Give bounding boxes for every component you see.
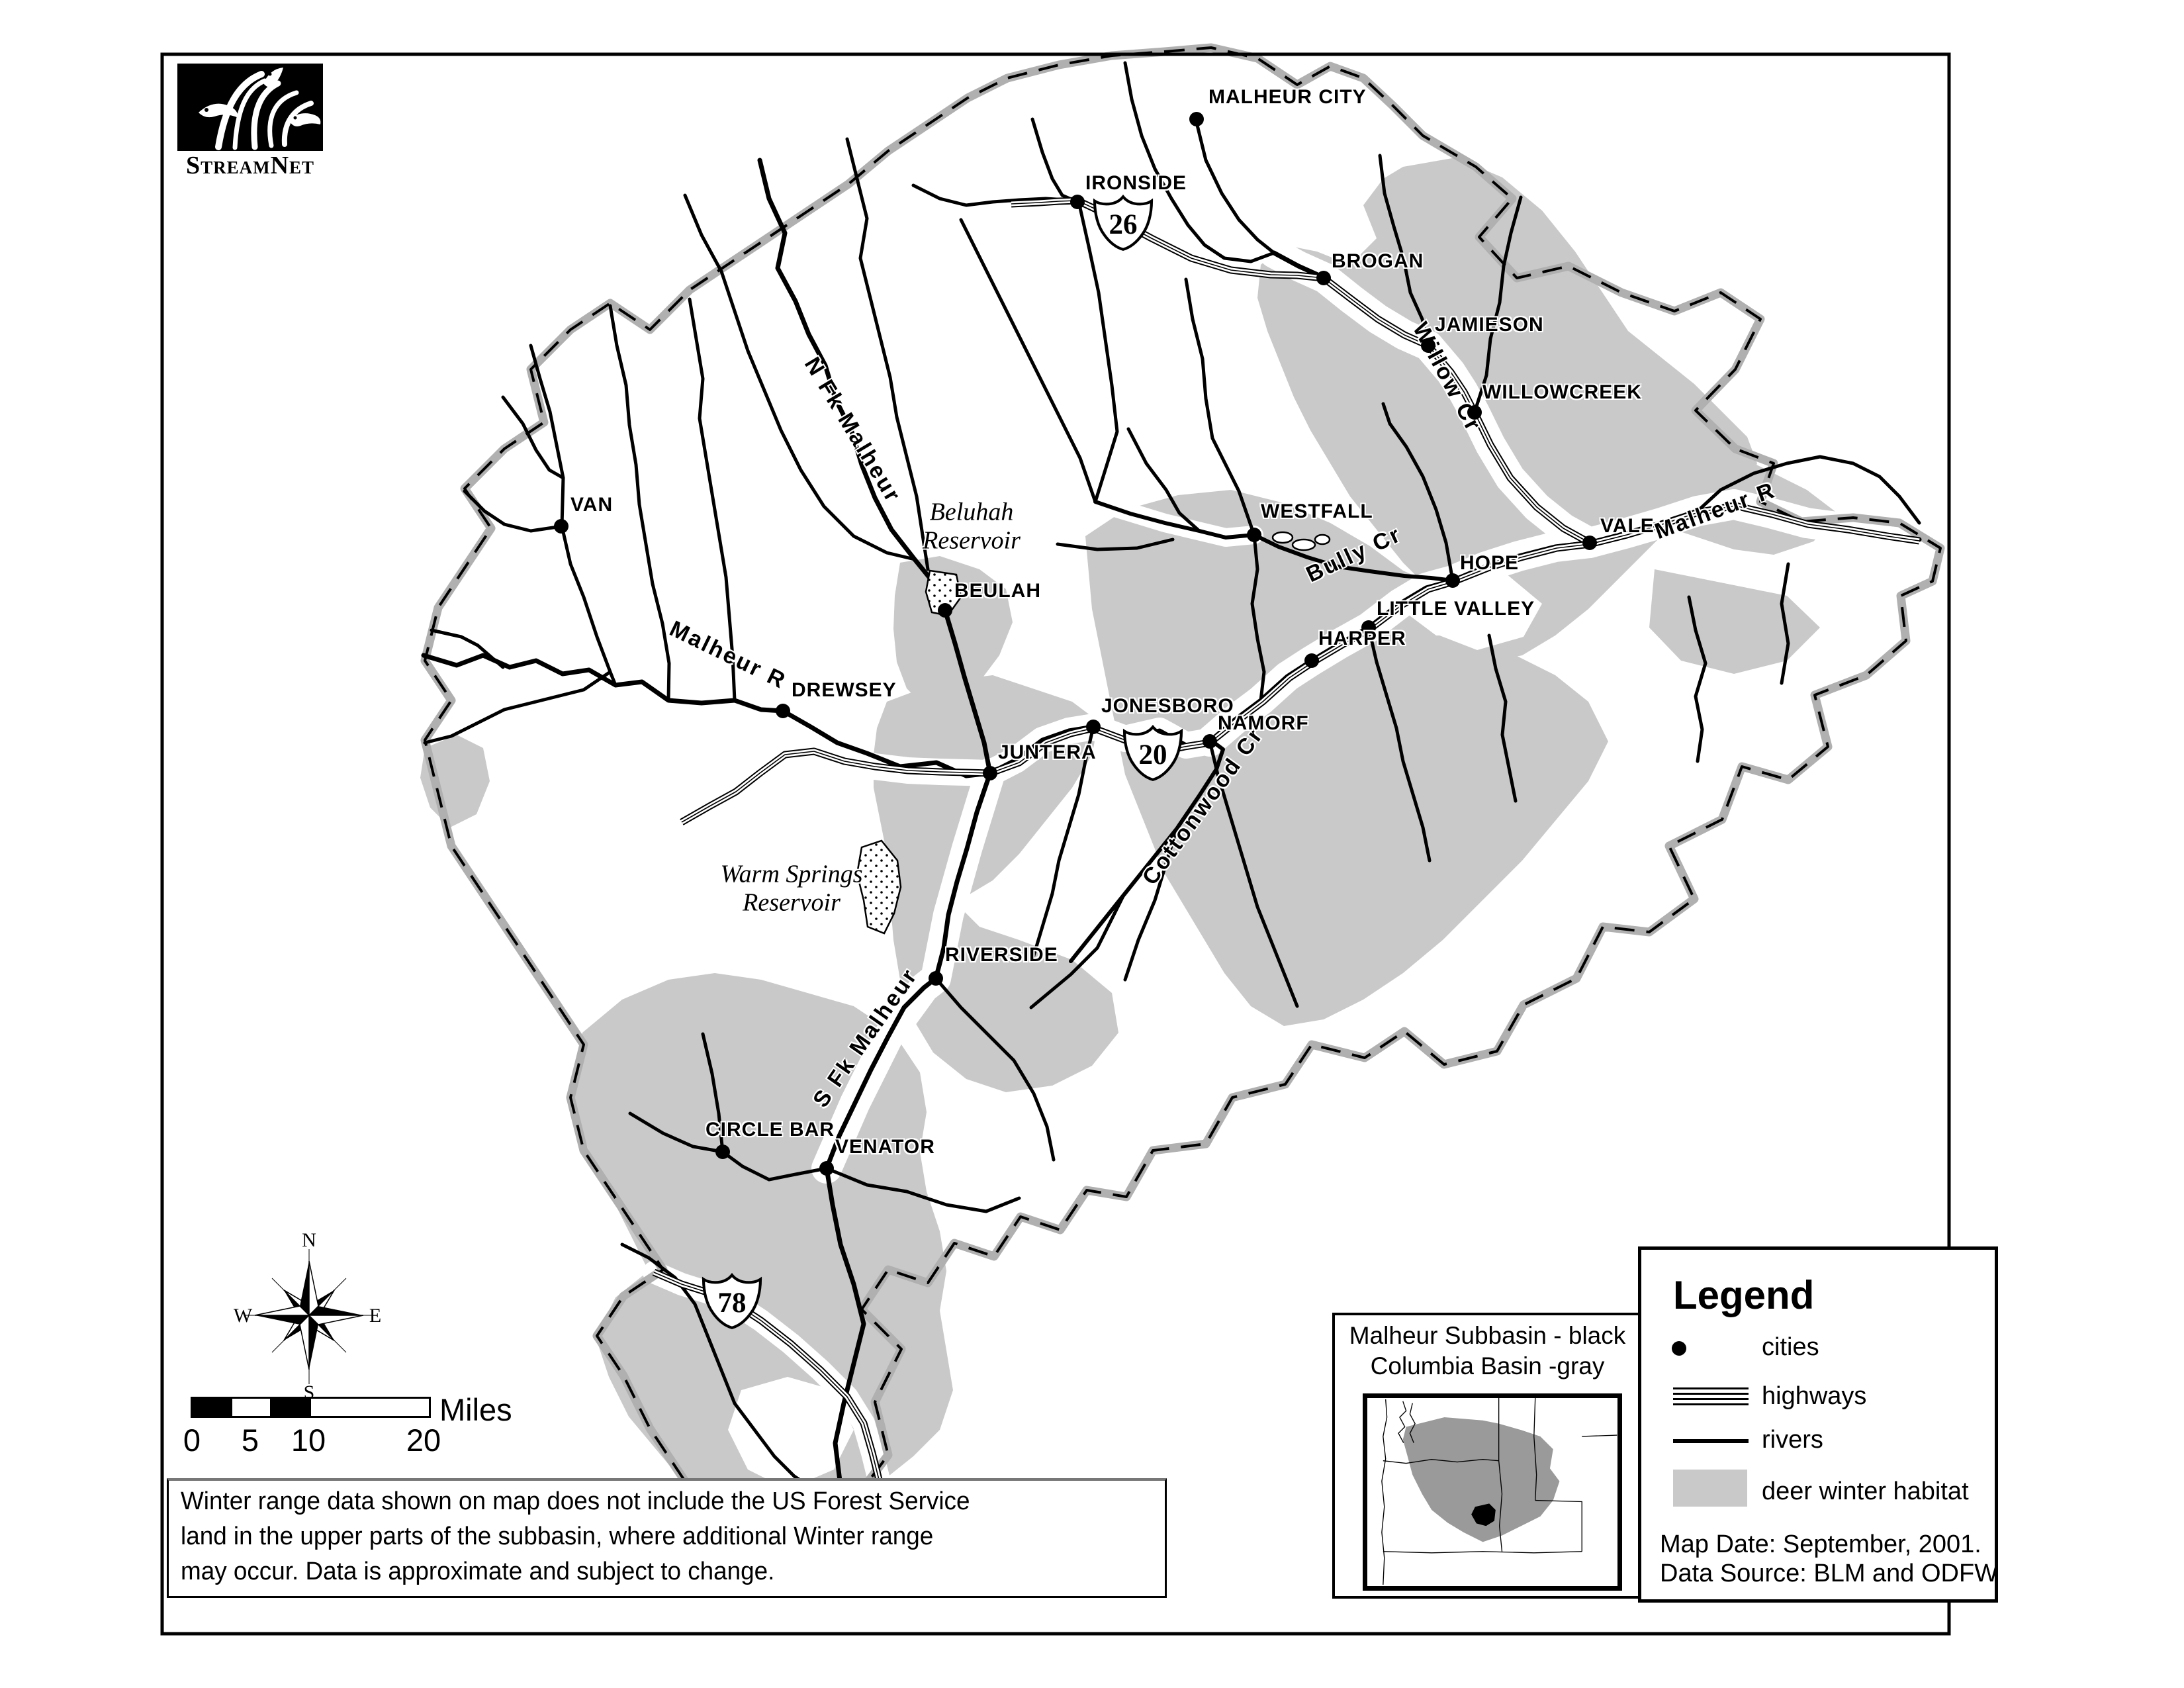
city-label-namorf: NAMORF	[1218, 712, 1309, 734]
compass-n-label: N	[302, 1229, 316, 1251]
city-label-ironside: IRONSIDE	[1085, 172, 1187, 194]
legend-box: Legend cities highways rivers deer winte…	[1638, 1246, 1998, 1603]
disclaimer-line-2: land in the upper parts of the subbasin,…	[181, 1523, 934, 1550]
highway-shield-78: 78	[700, 1273, 764, 1330]
compass-e-label: E	[369, 1305, 381, 1327]
city-label-circle-bar: CIRCLE BAR	[705, 1119, 835, 1141]
city-dot-ironside	[1070, 195, 1085, 209]
disclaimer-line-1: Winter range data shown on map does not …	[181, 1487, 970, 1515]
reservoirs	[856, 531, 1331, 935]
scale-bar: 0 5 10 20 Miles	[183, 1387, 557, 1460]
city-dot-circle-bar	[715, 1145, 730, 1159]
legend-item-highways: highways	[1641, 1377, 1995, 1417]
streamnet-logo-text: StreamNet	[185, 152, 315, 179]
reservoir-label-warm-springs: Warm Springs Reservoir	[720, 860, 863, 916]
inset-title-line1: Malheur Subbasin - black	[1349, 1322, 1626, 1349]
disclaimer-box: Winter range data shown on map does not …	[167, 1478, 1167, 1598]
scale-tick-10: 10	[291, 1423, 326, 1458]
compass-rose: N S W E	[234, 1229, 381, 1403]
scale-tick-20: 20	[406, 1423, 441, 1458]
scale-unit-label: Miles	[439, 1392, 512, 1427]
compass-w-label: W	[234, 1305, 253, 1327]
highway-shield-20: 20	[1121, 725, 1185, 782]
habitat-swatch-symbol	[1673, 1470, 1749, 1509]
city-label-malheur-city: MALHEUR CITY	[1208, 86, 1367, 108]
city-dot-malheur-city	[1189, 112, 1204, 126]
highway-line-symbol	[1673, 1377, 1749, 1417]
city-label-brogan: BROGAN	[1332, 250, 1424, 272]
city-label-van: VAN	[570, 494, 614, 516]
city-label-drewsey: DREWSEY	[792, 679, 897, 701]
city-dot-van	[554, 519, 569, 534]
westfall-lake	[1271, 531, 1294, 544]
legend-cities-label: cities	[1762, 1333, 1819, 1361]
city-dot-hope	[1445, 573, 1460, 588]
city-label-venator: VENATOR	[835, 1136, 935, 1158]
legend-item-habitat: deer winter habitat	[1641, 1470, 1995, 1516]
legend-item-rivers: rivers	[1641, 1421, 1995, 1460]
city-label-willowcreek: WILLOWCREEK	[1482, 381, 1642, 403]
city-dot-venator	[819, 1161, 834, 1176]
city-label-hope: HOPE	[1460, 552, 1520, 574]
disclaimer-line-3: may occur. Data is approximate and subje…	[181, 1558, 775, 1585]
svg-text:26: 26	[1109, 209, 1138, 240]
legend-highways-label: highways	[1762, 1382, 1867, 1410]
highway-shield-26: 26	[1091, 195, 1155, 252]
westfall-lake	[1291, 538, 1316, 551]
inset-map-frame	[1363, 1393, 1622, 1591]
city-dot-little-valley	[1361, 620, 1376, 635]
scale-bar-bar	[191, 1397, 431, 1418]
svg-text:20: 20	[1139, 739, 1167, 771]
city-dot-riverside	[929, 971, 943, 986]
scale-tick-0: 0	[183, 1423, 201, 1458]
scale-tick-5: 5	[241, 1423, 259, 1458]
legend-map-date: Map Date: September, 2001.	[1660, 1530, 1981, 1558]
city-label-riverside: RIVERSIDE	[945, 944, 1058, 966]
svg-text:78: 78	[718, 1288, 747, 1319]
legend-rivers-label: rivers	[1762, 1426, 1823, 1454]
highway-78-line	[652, 1268, 883, 1481]
city-dot-symbol	[1672, 1341, 1686, 1356]
legend-item-cities: cities	[1641, 1328, 1995, 1368]
reservoir-label-beluhah: Beluhah Reservoir	[923, 498, 1021, 554]
highway-20-line	[680, 502, 1920, 825]
city-label-westfall: WESTFALL	[1261, 500, 1373, 522]
inset-malheur-subbasin	[1471, 1503, 1496, 1526]
river-line-symbol	[1673, 1421, 1749, 1460]
city-label-juntera: JUNTERA	[998, 741, 1097, 763]
westfall-lake	[1314, 534, 1331, 545]
streamnet-logo: StreamNet	[177, 64, 323, 181]
city-dot-willowcreek	[1467, 405, 1482, 420]
city-label-vale: VALE	[1600, 515, 1655, 537]
legend-data-source: Data Source: BLM and ODFW	[1660, 1560, 1999, 1587]
city-dot-brogan	[1316, 271, 1331, 285]
legend-habitat-label: deer winter habitat	[1762, 1477, 1969, 1505]
map-border	[160, 52, 1951, 1636]
city-dot-harper	[1304, 653, 1319, 668]
subbasin-boundary	[420, 43, 1945, 1552]
city-label-beulah: BEULAH	[954, 580, 1041, 602]
city-dot-westfall	[1247, 528, 1261, 542]
city-dot-jonesboro	[1086, 720, 1101, 734]
city-label-little-valley: LITTLE VALLEY	[1377, 598, 1535, 620]
legend-title: Legend	[1673, 1273, 1815, 1317]
inset-locator-box: Malheur Subbasin - black Columbia Basin …	[1332, 1313, 1643, 1599]
city-label-harper: HARPER	[1318, 628, 1406, 649]
city-dot-namorf	[1203, 734, 1217, 749]
city-label-jonesboro: JONESBORO	[1101, 695, 1234, 717]
city-dot-beulah	[938, 603, 952, 618]
inset-map-art	[1381, 1398, 1617, 1585]
city-dot-juntera	[983, 766, 997, 780]
city-label-jamieson: JAMIESON	[1435, 314, 1544, 336]
city-dot-jamieson	[1421, 338, 1435, 353]
inset-title-line2: Columbia Basin -gray	[1370, 1352, 1605, 1380]
compass-star	[254, 1260, 364, 1370]
city-dot-vale	[1582, 536, 1597, 550]
city-dot-drewsey	[776, 704, 790, 718]
streamnet-logo-art	[177, 64, 323, 151]
